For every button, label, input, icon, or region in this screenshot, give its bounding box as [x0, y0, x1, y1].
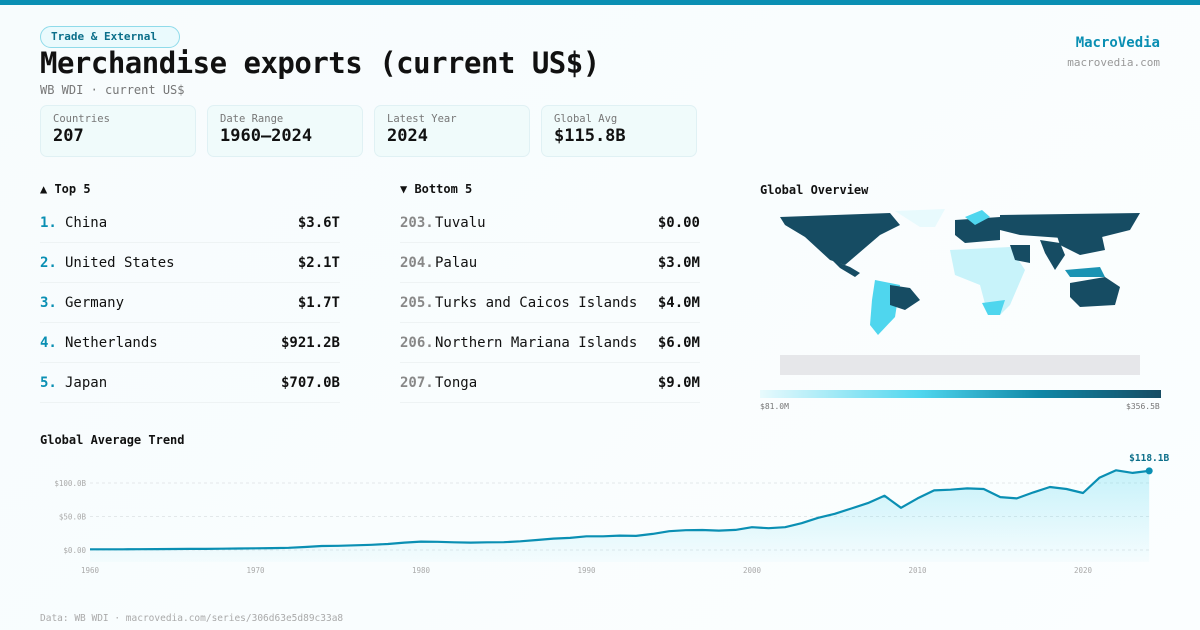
last-value-label: $118.1B — [1129, 453, 1169, 464]
last-point-marker — [1145, 467, 1153, 475]
rank: 205. — [400, 294, 434, 311]
country-name: Netherlands — [65, 334, 158, 351]
country-value: $3.6T — [297, 214, 340, 231]
x-tick-label: 1980 — [412, 566, 431, 575]
y-tick-label: $0.00 — [63, 546, 86, 555]
india — [1040, 240, 1065, 270]
map-legend-min: $81.0M — [760, 402, 789, 411]
y-tick-label: $50.0B — [59, 513, 87, 522]
rank: 206. — [400, 334, 434, 351]
list-item[interactable]: 203. Tuvalu $0.00 — [400, 203, 700, 243]
stat-card-countries: Countries 207 — [40, 105, 196, 157]
stat-label: Countries — [53, 113, 110, 125]
world-map[interactable] — [760, 205, 1160, 380]
stat-value: 2024 — [387, 126, 428, 146]
country-name: Japan — [65, 374, 108, 391]
y-tick-label: $100.0B — [54, 479, 86, 488]
russia — [1000, 213, 1140, 240]
trend-area — [90, 470, 1150, 562]
country-value: $0.00 — [657, 214, 700, 231]
map-heading: Global Overview — [760, 183, 869, 197]
stat-value: 1960–2024 — [220, 126, 313, 146]
south-africa — [982, 300, 1005, 315]
country-value: $2.1T — [297, 254, 340, 271]
indonesia — [1065, 267, 1105, 277]
greenland — [895, 209, 945, 227]
australia — [1070, 277, 1120, 307]
country-value: $9.0M — [657, 374, 700, 391]
saudi-arabia — [1010, 245, 1030, 263]
list-item[interactable]: 204. Palau $3.0M — [400, 243, 700, 283]
footer-source: Data: WB WDI · macrovedia.com/series/306… — [40, 613, 344, 624]
country-value: $1.7T — [297, 294, 340, 311]
list-item[interactable]: 2. United States $2.1T — [40, 243, 340, 283]
north-america — [780, 213, 900, 265]
country-name: Germany — [65, 294, 125, 311]
rank: 204. — [400, 254, 434, 271]
country-name: Turks and Caicos Islands — [435, 294, 638, 311]
stat-label: Global Avg — [554, 113, 618, 125]
top5-heading: ▲ Top 5 — [40, 182, 91, 196]
europe — [955, 217, 1000, 243]
list-item[interactable]: 207. Tonga $9.0M — [400, 363, 700, 403]
rank: 3. — [40, 294, 57, 311]
rank: 203. — [400, 214, 434, 231]
country-name: Palau — [435, 254, 478, 271]
antarctica — [780, 355, 1140, 375]
trend-line — [90, 469, 1150, 551]
country-value: $6.0M — [657, 334, 700, 351]
x-tick-label: 2000 — [743, 566, 762, 575]
x-tick-label: 1960 — [81, 566, 100, 575]
country-name: United States — [65, 254, 175, 271]
list-item[interactable]: 4. Netherlands $921.2B — [40, 323, 340, 363]
rank: 2. — [40, 254, 57, 271]
stat-label: Date Range — [220, 113, 284, 125]
stat-card-date-range: Date Range 1960–2024 — [207, 105, 363, 157]
top5-list: 1. China $3.6T 2. United States $2.1T 3. German… — [40, 203, 340, 403]
x-tick-label: 2010 — [908, 566, 927, 575]
page-subtitle: WB WDI · current US$ — [40, 83, 185, 97]
scandinavia — [965, 210, 990, 225]
country-name: Tuvalu — [435, 214, 486, 231]
list-item[interactable]: 5. Japan $707.0B — [40, 363, 340, 403]
china — [1055, 227, 1105, 255]
brand-url[interactable]: macrovedia.com — [1067, 56, 1160, 69]
stat-card-latest-year: Latest Year 2024 — [374, 105, 530, 157]
country-value: $921.2B — [280, 334, 340, 351]
stat-card-global-avg: Global Avg $115.8B — [541, 105, 697, 157]
chart-title: Global Average Trend — [40, 433, 185, 447]
map-legend-gradient — [760, 390, 1161, 398]
page-title: Merchandise exports (current US$) — [40, 46, 600, 80]
x-tick-label: 1990 — [577, 566, 596, 575]
rank: 207. — [400, 374, 434, 391]
country-name: Northern Mariana Islands — [435, 334, 638, 351]
mexico — [832, 260, 860, 277]
brand-logo[interactable]: MacroVedia — [1075, 35, 1160, 51]
list-item[interactable]: 205. Turks and Caicos Islands $4.0M — [400, 283, 700, 323]
list-item[interactable]: 1. China $3.6T — [40, 203, 340, 243]
stat-value: 207 — [53, 126, 84, 146]
x-tick-label: 2020 — [1074, 566, 1093, 575]
list-item[interactable]: 3. Germany $1.7T — [40, 283, 340, 323]
rank: 5. — [40, 374, 57, 391]
x-tick-label: 1970 — [246, 566, 265, 575]
rank: 1. — [40, 214, 57, 231]
stat-label: Latest Year — [387, 113, 457, 125]
brazil — [890, 285, 920, 310]
africa — [950, 247, 1025, 315]
list-item[interactable]: 206. Northern Mariana Islands $6.0M — [400, 323, 700, 363]
top-accent-bar — [0, 0, 1200, 5]
country-name: Tonga — [435, 374, 478, 391]
map-legend-max: $356.5B — [1126, 402, 1160, 411]
country-name: China — [65, 214, 108, 231]
bottom5-heading: ▼ Bottom 5 — [400, 182, 473, 196]
bottom5-list: 203. Tuvalu $0.00 204. Palau $3.0M 205. Turks a… — [400, 203, 700, 403]
rank: 4. — [40, 334, 57, 351]
country-value: $3.0M — [657, 254, 700, 271]
trend-chart[interactable]: $0.00 $50.0B $100.0B 1960 1970 1980 1990 2000 20… — [0, 440, 1200, 580]
country-value: $707.0B — [280, 374, 340, 391]
category-badge[interactable]: Trade & External — [40, 26, 180, 48]
stat-value: $115.8B — [554, 126, 626, 146]
country-value: $4.0M — [657, 294, 700, 311]
